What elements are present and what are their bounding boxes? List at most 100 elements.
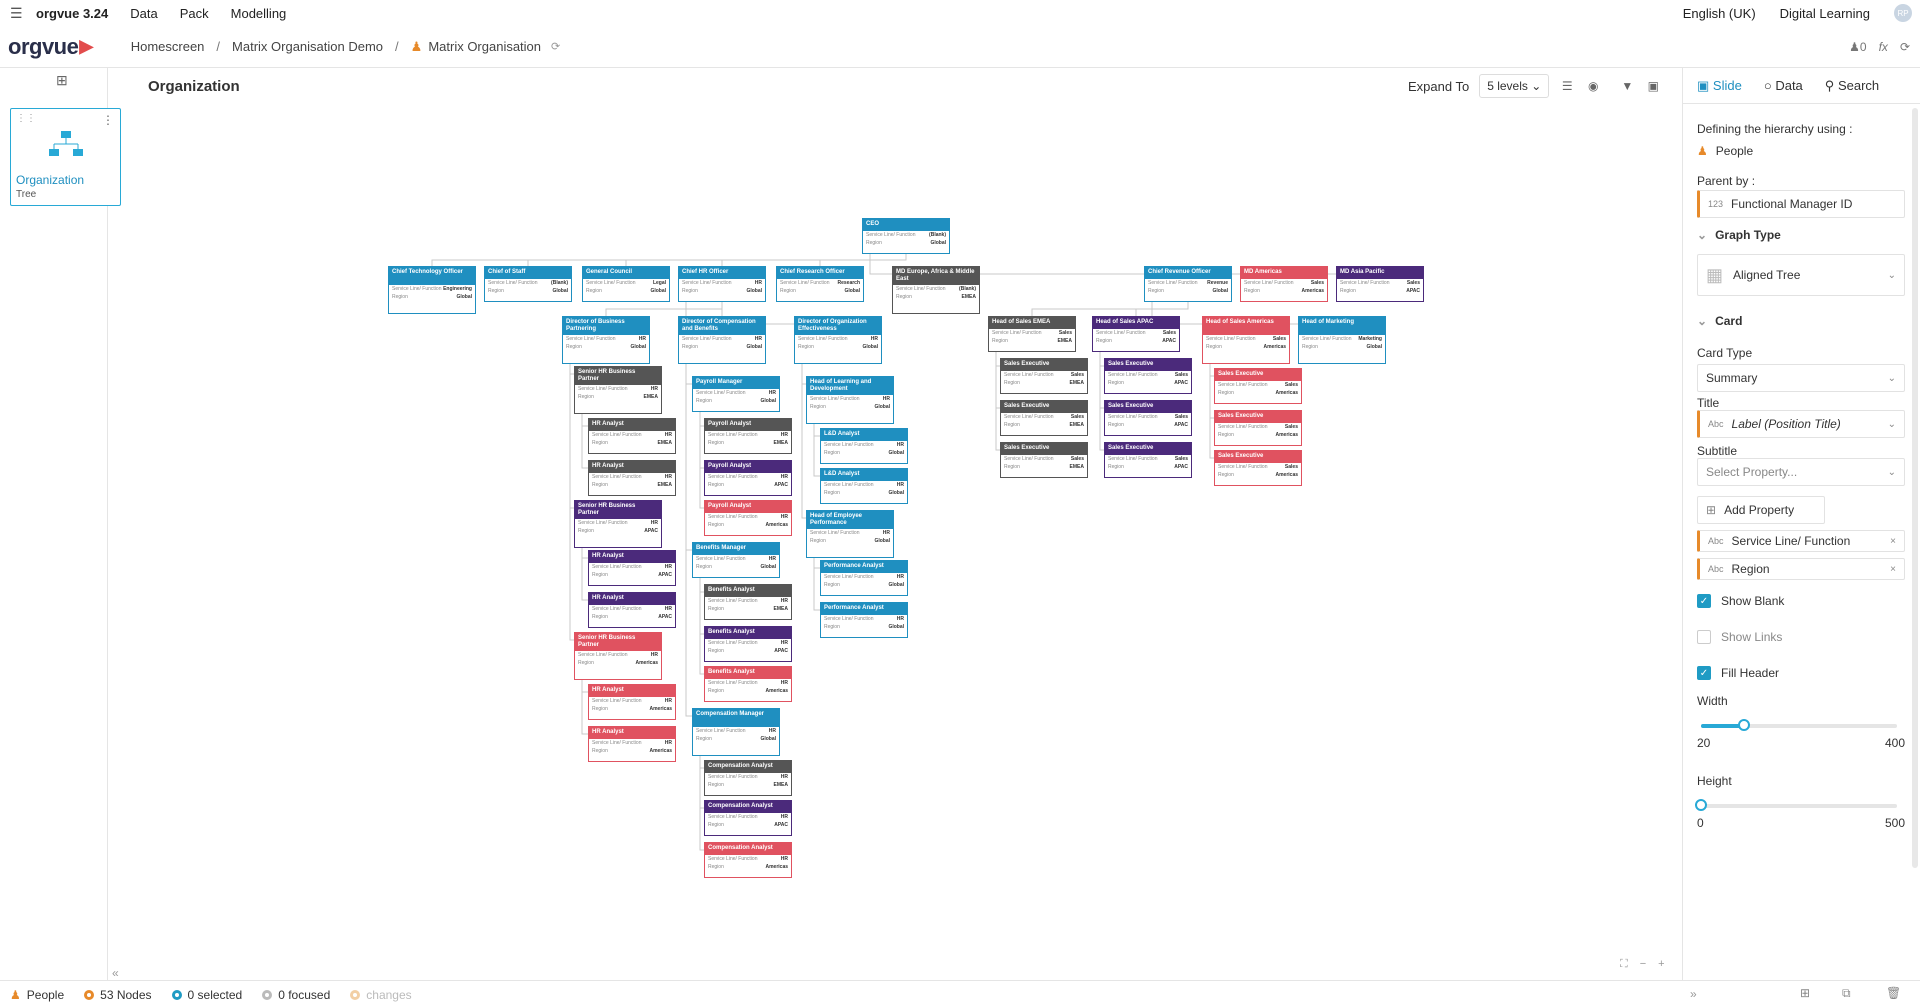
subtitle-select[interactable]: Select Property... ⌄ [1697, 458, 1905, 486]
width-slider[interactable] [1701, 719, 1897, 731]
height-slider[interactable] [1695, 799, 1897, 811]
more-options-icon[interactable]: ⋮ [102, 113, 114, 127]
property-service-line[interactable]: Abc Service Line/ Function × [1697, 530, 1905, 552]
org-node-card[interactable]: HR Analyst Service Line/ Function HR Region… [588, 684, 676, 720]
org-node-card[interactable]: Compensation Manager Service Line/ Functi… [692, 708, 780, 756]
org-node-card[interactable]: Sales Executive Service Line/ Function Sal… [1104, 358, 1192, 394]
org-node-card[interactable]: Compensation Analyst Service Line/ Functi… [704, 760, 792, 796]
org-node-card[interactable]: Head of Employee Performance Service Line… [806, 510, 894, 558]
add-icon[interactable]: ⊞ [1800, 986, 1811, 1000]
language-selector[interactable]: English (UK) [1682, 5, 1756, 21]
breadcrumb-dataset[interactable]: Matrix Organisation Demo [232, 39, 384, 54]
breadcrumb-current[interactable]: Matrix Organisation [428, 39, 542, 54]
user-count[interactable]: ♟0 [1849, 40, 1867, 54]
org-node-card[interactable]: Payroll Manager Service Line/ Function HR R… [692, 376, 780, 412]
org-node-card[interactable]: Sales Executive Service Line/ Function Sal… [1104, 400, 1192, 436]
org-node-card[interactable]: Head of Sales APAC Service Line/ Function… [1092, 316, 1180, 352]
property-region[interactable]: Abc Region × [1697, 558, 1905, 580]
list-icon[interactable]: ☰ [1561, 79, 1573, 93]
org-node-card[interactable]: Head of Sales Americas Service Line/ Func… [1202, 316, 1290, 364]
formula-icon[interactable]: fx [1878, 40, 1888, 54]
org-node-card[interactable]: Chief Technology Officer Service Line/ Fu… [388, 266, 476, 314]
graph-type-section[interactable]: ⌄ Graph Type [1697, 228, 1781, 242]
show-links-checkbox[interactable]: Show Links [1697, 630, 1782, 644]
levels-select[interactable]: 5 levels ⌄ [1479, 74, 1550, 98]
panel-scrollbar[interactable] [1912, 108, 1918, 868]
org-node-card[interactable]: L&D Analyst Service Line/ Function HR Regio… [820, 428, 908, 464]
hierarchy-value[interactable]: ♟ People [1697, 144, 1754, 158]
org-node-card[interactable]: Chief Revenue Officer Service Line/ Funct… [1144, 266, 1232, 302]
org-node-card[interactable]: Director of Compensation and Benefits Ser… [678, 316, 766, 364]
fill-header-checkbox[interactable]: ✓ Fill Header [1697, 666, 1779, 680]
graph-type-select[interactable]: ▦ Aligned Tree ⌄ [1697, 254, 1905, 296]
breadcrumb-homescreen[interactable]: Homescreen [130, 39, 205, 54]
org-node-card[interactable]: Chief HR Officer Service Line/ Function HR… [678, 266, 766, 302]
org-node-card[interactable]: Performance Analyst Service Line/ Functio… [820, 560, 908, 596]
menu-pack[interactable]: Pack [179, 5, 209, 21]
zoom-out-icon[interactable]: − [1639, 958, 1647, 970]
parent-by-field[interactable]: 123 Functional Manager ID [1697, 190, 1905, 218]
org-node-card[interactable]: CEO Service Line/ Function (Blank) Region Gl… [862, 218, 950, 254]
org-node-card[interactable]: HR Analyst Service Line/ Function HR Region… [588, 460, 676, 496]
org-node-card[interactable]: Benefits Manager Service Line/ Function HR… [692, 542, 780, 578]
org-node-card[interactable]: Chief Research Officer Service Line/ Func… [776, 266, 864, 302]
refresh-icon[interactable]: ⟳ [551, 41, 561, 53]
org-node-card[interactable]: MD Asia Pacific Service Line/ Function Sal… [1336, 266, 1424, 302]
org-node-card[interactable]: Benefits Analyst Service Line/ Function HR… [704, 626, 792, 662]
org-node-card[interactable]: Benefits Analyst Service Line/ Function HR… [704, 584, 792, 620]
expand-right-icon[interactable]: » [1690, 987, 1697, 1001]
digital-learning-link[interactable]: Digital Learning [1779, 5, 1870, 21]
org-node-card[interactable]: Compensation Analyst Service Line/ Functi… [704, 800, 792, 836]
menu-modelling[interactable]: Modelling [230, 5, 287, 21]
avatar[interactable]: RP [1894, 4, 1912, 22]
delete-icon[interactable]: 🗑 [1886, 986, 1902, 1000]
org-node-card[interactable]: Payroll Analyst Service Line/ Function HR R… [704, 460, 792, 496]
org-node-card[interactable]: Senior HR Business Partner Service Line/ … [574, 632, 662, 680]
drag-handle-icon[interactable]: ⋮⋮ [16, 113, 36, 124]
entity-status[interactable]: ♟ People [10, 987, 65, 1002]
filter-icon[interactable]: ▼ [1621, 79, 1634, 93]
org-node-card[interactable]: HR Analyst Service Line/ Function HR Region… [588, 592, 676, 628]
title-field[interactable]: Abc Label (Position Title) ⌄ [1697, 410, 1905, 438]
orgvue-logo[interactable]: orgvue ▶ [8, 33, 93, 59]
selected-count[interactable]: 0 selected [171, 988, 242, 1002]
org-node-card[interactable]: Head of Learning and Development Service … [806, 376, 894, 424]
org-node-card[interactable]: Director of Business Partnering Service L… [562, 316, 650, 364]
org-node-card[interactable]: MD Americas Service Line/ Function Sales Re… [1240, 266, 1328, 302]
org-node-card[interactable]: HR Analyst Service Line/ Function HR Region… [588, 726, 676, 762]
slide-thumbnail[interactable]: ⋮⋮ ⋮ Organization Tree [10, 108, 121, 206]
org-node-card[interactable]: Performance Analyst Service Line/ Functio… [820, 602, 908, 638]
org-node-card[interactable]: General Council Service Line/ Function Leg… [582, 266, 670, 302]
card-section[interactable]: ⌄ Card [1697, 314, 1743, 328]
hamburger-icon[interactable]: ☰ [10, 4, 23, 21]
org-node-card[interactable]: Head of Sales EMEA Service Line/ Function… [988, 316, 1076, 352]
org-node-card[interactable]: HR Analyst Service Line/ Function HR Region… [588, 550, 676, 586]
org-node-card[interactable]: Sales Executive Service Line/ Function Sal… [1214, 410, 1302, 446]
org-node-card[interactable]: HR Analyst Service Line/ Function HR Region… [588, 418, 676, 454]
show-blank-checkbox[interactable]: ✓ Show Blank [1697, 594, 1784, 608]
collapse-left-icon[interactable]: « [112, 966, 119, 980]
tab-slide[interactable]: ▣ Slide [1697, 77, 1742, 93]
add-property-button[interactable]: ⊞ Add Property [1697, 496, 1825, 524]
tab-data[interactable]: ○ Data [1763, 78, 1803, 93]
remove-icon[interactable]: × [1890, 563, 1896, 575]
focused-count[interactable]: 0 focused [262, 988, 330, 1002]
copy-icon[interactable]: ⧉ [1842, 986, 1851, 1000]
globe-icon[interactable]: ◉ [1588, 79, 1599, 93]
org-node-card[interactable]: L&D Analyst Service Line/ Function HR Regio… [820, 468, 908, 504]
org-node-card[interactable]: Director of Organization Effectiveness Se… [794, 316, 882, 364]
sync-icon[interactable]: ⟳ [1899, 40, 1910, 54]
org-node-card[interactable]: Payroll Analyst Service Line/ Function HR R… [704, 500, 792, 536]
card-view-icon[interactable]: ▣ [1647, 79, 1659, 93]
org-node-card[interactable]: Compensation Analyst Service Line/ Functi… [704, 842, 792, 878]
org-node-card[interactable]: MD Europe, Africa & Middle East Service L… [892, 266, 980, 314]
org-node-card[interactable]: Benefits Analyst Service Line/ Function HR… [704, 666, 792, 702]
org-node-card[interactable]: Sales Executive Service Line/ Function Sal… [1000, 358, 1088, 394]
org-node-card[interactable]: Chief of Staff Service Line/ Function (Bla… [484, 266, 572, 302]
menu-data[interactable]: Data [130, 5, 158, 21]
org-node-card[interactable]: Sales Executive Service Line/ Function Sal… [1104, 442, 1192, 478]
card-type-select[interactable]: Summary ⌄ [1697, 364, 1905, 392]
org-node-card[interactable]: Payroll Analyst Service Line/ Function HR R… [704, 418, 792, 454]
org-node-card[interactable]: Sales Executive Service Line/ Function Sal… [1000, 400, 1088, 436]
org-node-card[interactable]: Head of Marketing Service Line/ Function M… [1298, 316, 1386, 364]
